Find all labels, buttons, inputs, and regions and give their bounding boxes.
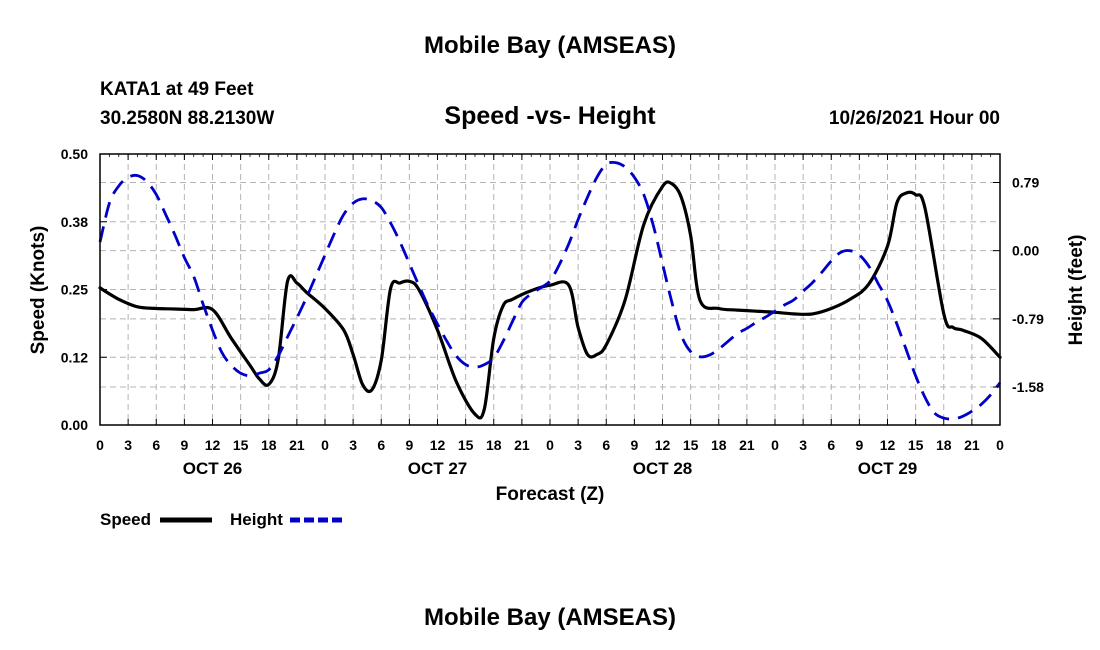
y-axis-label: Speed (Knots) (28, 226, 49, 355)
date-tick-label: OCT 28 (633, 459, 693, 478)
x-tick-label: 0 (96, 437, 104, 453)
location-label: 30.2580N 88.2130W (100, 108, 274, 129)
x-tick-label: 3 (574, 437, 582, 453)
bottom-title: Mobile Bay (AMSEAS) (424, 604, 676, 631)
x-tick-label: 9 (180, 437, 188, 453)
x-tick-label: 3 (124, 437, 132, 453)
y2-tick-label: -1.58 (1012, 379, 1044, 395)
x-tick-label: 15 (908, 437, 924, 453)
x-tick-label: 9 (855, 437, 863, 453)
date-label: 10/26/2021 Hour 00 (829, 108, 1000, 129)
station-label: KATA1 at 49 Feet (100, 79, 254, 100)
x-tick-label: 9 (405, 437, 413, 453)
series-layer (98, 160, 1002, 421)
x-tick-label: 21 (289, 437, 305, 453)
date-tick-label: OCT 29 (858, 459, 918, 478)
x-tick-label: 6 (377, 437, 385, 453)
y-tick-label: 0.00 (61, 417, 88, 433)
x-tick-label: 3 (349, 437, 357, 453)
x-tick-label: 9 (630, 437, 638, 453)
x-tick-label: 18 (486, 437, 502, 453)
x-tick-label: 15 (458, 437, 474, 453)
x-tick-label: 21 (964, 437, 980, 453)
x-tick-label: 18 (936, 437, 952, 453)
legend: Speed Height (100, 510, 342, 529)
x-tick-label: 21 (739, 437, 755, 453)
x-tick-label: 21 (514, 437, 530, 453)
x-tick-label: 12 (205, 437, 221, 453)
x-tick-label: 6 (827, 437, 835, 453)
x-tick-label: 0 (321, 437, 329, 453)
date-tick-label: OCT 26 (183, 459, 243, 478)
x-tick-label: 0 (771, 437, 779, 453)
axes: 0 3 6 9 12 15 18 21 0 3 6 9 12 15 18 21 0 3 6 9 12 15 18 21 0 3 6 9… (61, 146, 1044, 478)
x-tick-label: 15 (233, 437, 249, 453)
y-tick-label: 0.25 (61, 282, 88, 298)
x-tick-label: 0 (546, 437, 554, 453)
x-tick-label: 12 (655, 437, 671, 453)
series-line-speed (98, 180, 1002, 420)
y2-tick-label: 0.00 (1012, 243, 1039, 259)
x-tick-label: 18 (711, 437, 727, 453)
x-tick-label: 18 (261, 437, 277, 453)
legend-speed-label: Speed (100, 510, 151, 529)
x-tick-label: 15 (683, 437, 699, 453)
x-axis-label: Forecast (Z) (496, 484, 605, 505)
y-tick-label: 0.50 (61, 146, 88, 162)
x-tick-label: 12 (430, 437, 446, 453)
y2-tick-label: -0.79 (1012, 311, 1044, 327)
y2-tick-label: 0.79 (1012, 174, 1039, 190)
legend-height-label: Height (230, 510, 283, 529)
series-line-height (98, 160, 1002, 421)
y-tick-label: 0.38 (61, 214, 88, 230)
x-tick-label: 12 (880, 437, 896, 453)
y-tick-label: 0.12 (61, 349, 88, 365)
x-tick-label: 0 (996, 437, 1004, 453)
top-title: Mobile Bay (AMSEAS) (424, 32, 676, 59)
y2-axis-label: Height (feet) (1066, 235, 1087, 346)
x-tick-label: 6 (602, 437, 610, 453)
chart-title: Speed -vs- Height (444, 102, 656, 130)
x-tick-label: 3 (799, 437, 807, 453)
date-tick-label: OCT 27 (408, 459, 468, 478)
x-tick-label: 6 (152, 437, 160, 453)
